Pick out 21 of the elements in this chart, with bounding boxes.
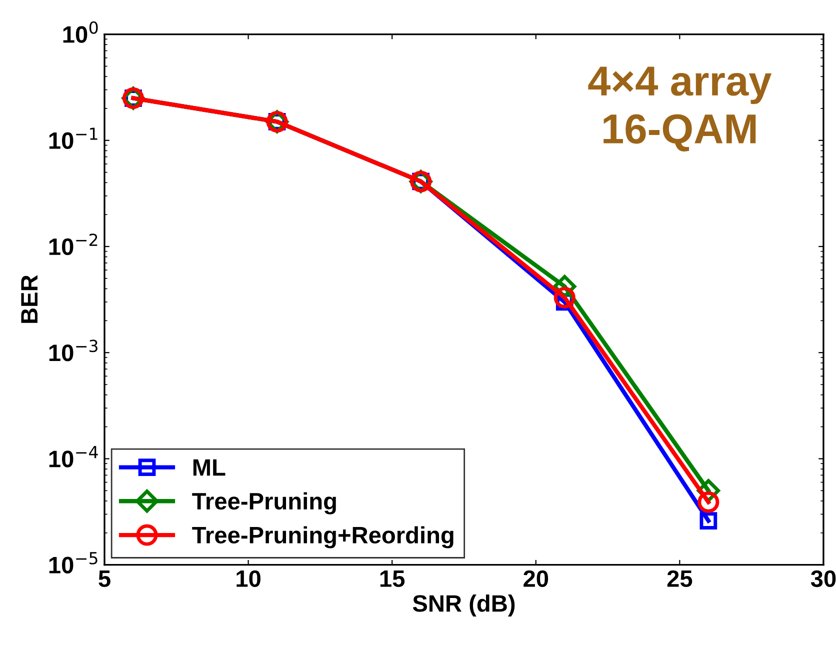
point <box>698 491 720 513</box>
x-tick-label: 30 <box>810 570 836 588</box>
y-tick-label: 10$^{−3}$ <box>49 340 98 362</box>
y-tick-label: 10$^{−2}$ <box>49 234 98 256</box>
point <box>700 512 718 530</box>
x-tick-label: 15 <box>380 570 405 588</box>
x-tick-label: 5 <box>98 570 110 588</box>
y-tick-label: 10$^{−1}$ <box>49 128 98 150</box>
y-tick-label: 10$^{0}$ <box>63 21 98 43</box>
y-tick-label: 10$^{−4}$ <box>49 446 98 468</box>
y-axis-title: BER <box>21 275 38 323</box>
x-axis-title: SNR (dB) <box>412 594 515 616</box>
legend-label: Tree-Pruning <box>192 492 336 514</box>
legend-label: ML <box>193 459 226 476</box>
x-tick-label: 20 <box>524 570 548 588</box>
annotation: 4×4 array 16-QAM <box>588 66 772 152</box>
legend-label: Tree-Pruning+Reording <box>192 526 454 548</box>
point <box>554 286 576 308</box>
y-tick-label: 10$^{−5}$ <box>49 552 98 574</box>
x-tick-label: 25 <box>667 570 692 588</box>
x-tick-label: 10 <box>236 570 260 588</box>
